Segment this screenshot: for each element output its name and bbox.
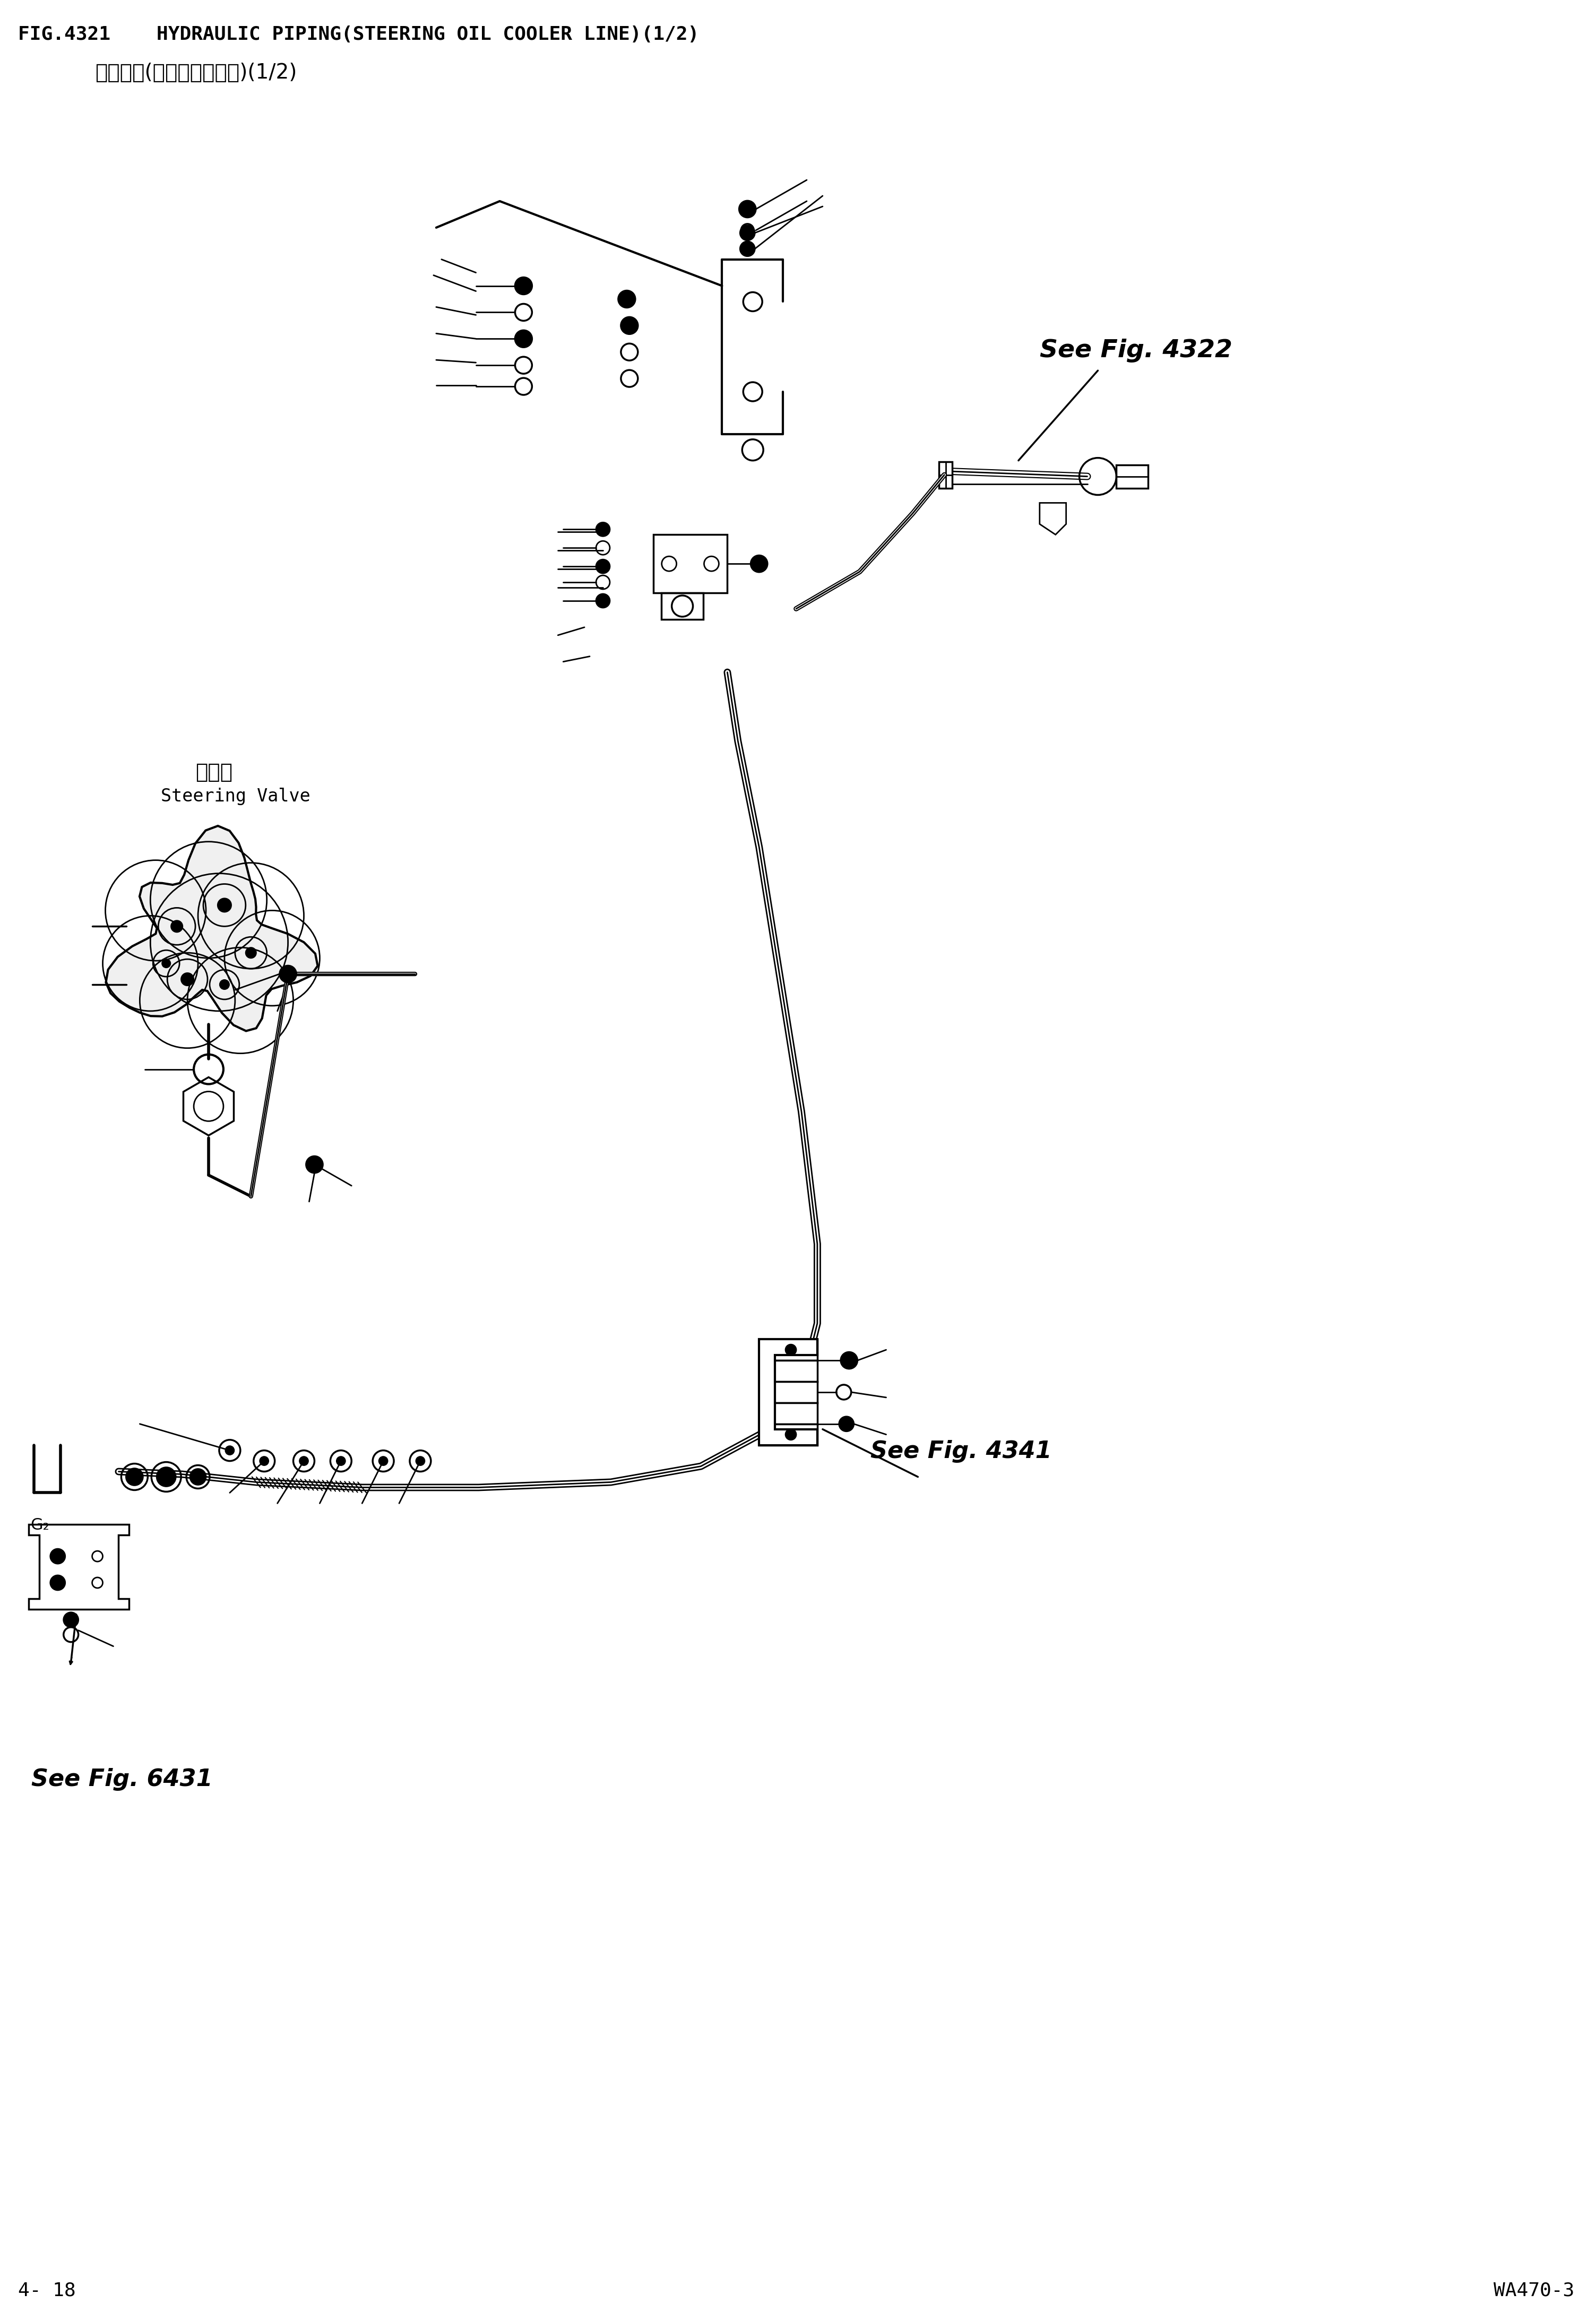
- Text: See Fig. 4341: See Fig. 4341: [870, 1439, 1052, 1462]
- Circle shape: [839, 1416, 854, 1432]
- Bar: [760, 1423, 817, 1444]
- Circle shape: [279, 965, 297, 983]
- Circle shape: [190, 1469, 206, 1485]
- Bar: [938, 461, 953, 488]
- Circle shape: [300, 1458, 308, 1465]
- Text: See Fig. 4322: See Fig. 4322: [1039, 339, 1232, 362]
- Circle shape: [260, 1458, 268, 1465]
- Bar: [760, 1361, 817, 1382]
- Circle shape: [417, 1458, 425, 1465]
- Circle shape: [171, 921, 182, 933]
- Text: 油压管路(转向油冷却回路)(1/2): 油压管路(转向油冷却回路)(1/2): [94, 62, 297, 83]
- Polygon shape: [29, 1525, 129, 1610]
- Circle shape: [378, 1458, 388, 1465]
- Circle shape: [220, 979, 230, 990]
- Circle shape: [246, 947, 257, 958]
- Circle shape: [516, 329, 531, 348]
- Circle shape: [51, 1575, 65, 1589]
- Polygon shape: [760, 1340, 817, 1444]
- Circle shape: [163, 958, 171, 967]
- Bar: [760, 1403, 817, 1423]
- Text: 4- 18: 4- 18: [18, 2282, 75, 2298]
- Polygon shape: [184, 1078, 233, 1135]
- Circle shape: [225, 1446, 235, 1455]
- Circle shape: [180, 972, 193, 986]
- Circle shape: [126, 1469, 144, 1485]
- Circle shape: [739, 200, 757, 216]
- Circle shape: [750, 555, 768, 571]
- Bar: [760, 1340, 817, 1361]
- Circle shape: [306, 1156, 322, 1172]
- Bar: [760, 1382, 817, 1403]
- Circle shape: [217, 898, 231, 912]
- Circle shape: [785, 1430, 796, 1439]
- Text: WA470-3: WA470-3: [1494, 2282, 1574, 2298]
- Circle shape: [595, 594, 610, 608]
- Circle shape: [516, 276, 531, 295]
- Circle shape: [595, 523, 610, 537]
- Bar: [653, 534, 728, 592]
- Circle shape: [64, 1612, 78, 1628]
- Bar: [661, 592, 704, 620]
- Text: G₂: G₂: [30, 1518, 49, 1534]
- Circle shape: [741, 242, 755, 256]
- Circle shape: [51, 1550, 65, 1564]
- Bar: [1116, 465, 1148, 488]
- Text: See Fig. 6431: See Fig. 6431: [32, 1769, 212, 1792]
- Circle shape: [337, 1458, 345, 1465]
- Polygon shape: [105, 827, 318, 1032]
- Circle shape: [156, 1467, 176, 1485]
- Text: FIG.4321    HYDRAULIC PIPING(STEERING OIL COOLER LINE)(1/2): FIG.4321 HYDRAULIC PIPING(STEERING OIL C…: [18, 25, 699, 44]
- Circle shape: [618, 290, 635, 309]
- Text: Steering Valve: Steering Valve: [161, 788, 311, 806]
- Circle shape: [785, 1345, 796, 1354]
- Circle shape: [595, 560, 610, 573]
- Text: 转向阀: 转向阀: [195, 762, 233, 783]
- Circle shape: [621, 318, 638, 334]
- Circle shape: [741, 226, 755, 240]
- Circle shape: [841, 1352, 857, 1368]
